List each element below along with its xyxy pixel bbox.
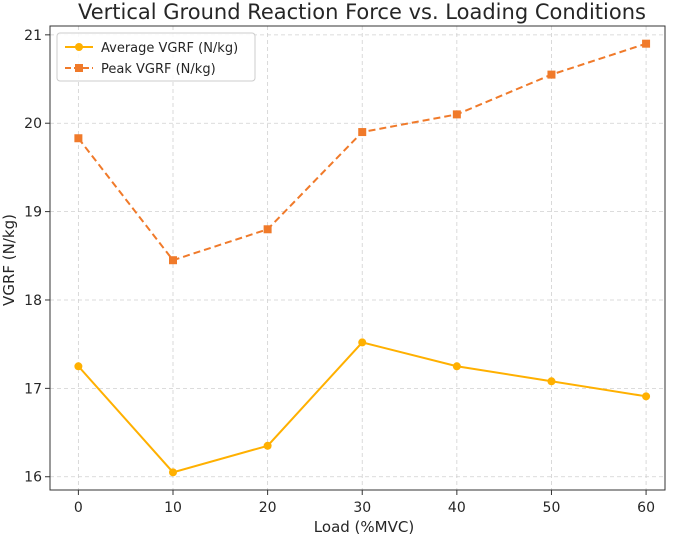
x-tick-label: 10 [164, 500, 182, 516]
data-point-square [642, 39, 651, 48]
legend-item: Average VGRF (N/kg) [65, 41, 238, 56]
data-point-square [74, 134, 83, 143]
chart-title: Vertical Ground Reaction Force vs. Loadi… [78, 0, 646, 24]
series-peak-vgrf [74, 39, 651, 265]
data-point-circle [74, 362, 83, 371]
y-axis-label: VGRF (N/kg) [0, 214, 18, 306]
legend-item: Peak VGRF (N/kg) [65, 62, 216, 77]
data-point-circle [452, 362, 461, 371]
legend-label: Peak VGRF (N/kg) [101, 62, 216, 77]
x-axis-label: Load (%MVC) [314, 518, 414, 536]
legend-marker-circle [75, 43, 83, 51]
x-tick-label: 60 [637, 500, 655, 516]
legend: Average VGRF (N/kg) Peak VGRF (N/kg) [56, 32, 256, 82]
y-tick-label: 18 [24, 293, 42, 309]
plot-frame [49, 25, 666, 491]
data-point-circle [547, 377, 556, 386]
y-tick-label: 21 [24, 28, 42, 44]
grid-lines [50, 26, 665, 490]
data-point-circle [263, 441, 272, 450]
y-tick-label: 20 [24, 116, 42, 132]
data-point-square [169, 256, 177, 265]
x-tick-label: 0 [74, 500, 83, 516]
series-layer [74, 39, 651, 477]
data-point-square [263, 225, 272, 234]
data-point-square [547, 70, 556, 79]
data-point-circle [358, 338, 367, 347]
series-average-vgrf [74, 338, 651, 477]
data-point-circle [642, 392, 651, 401]
legend-box [56, 32, 256, 82]
x-tick-label: 40 [448, 500, 466, 516]
data-point-square [358, 128, 367, 137]
data-point-circle [169, 468, 177, 477]
x-tick-label: 30 [353, 500, 371, 516]
legend-marker-square [75, 64, 83, 72]
y-tick-label: 19 [24, 205, 42, 221]
legend-label: Average VGRF (N/kg) [101, 41, 238, 56]
y-tick-label: 16 [24, 470, 42, 486]
y-tick-label: 17 [24, 381, 42, 397]
x-tick-label: 50 [543, 500, 561, 516]
x-tick-label: 20 [259, 500, 277, 516]
data-point-square [452, 110, 461, 119]
axis-ticks: 0 10 20 30 40 50 60 16 17 18 19 20 21 [24, 28, 655, 516]
